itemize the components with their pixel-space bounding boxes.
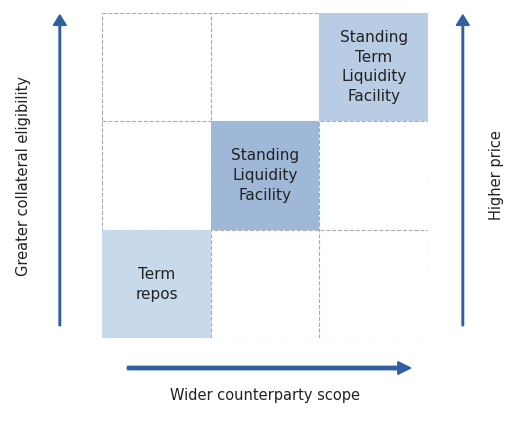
Text: Standing
Term
Liquidity
Facility: Standing Term Liquidity Facility [340,30,408,104]
Text: Higher price: Higher price [489,131,504,220]
Bar [211,121,319,230]
Text: Wider counterparty scope: Wider counterparty scope [170,388,360,403]
Bar [102,230,211,338]
Bar [319,13,428,121]
Text: Greater collateral eligibility: Greater collateral eligibility [16,76,31,275]
Text: Term
repos: Term repos [135,267,178,302]
Text: Standing
Liquidity
Facility: Standing Liquidity Facility [231,148,300,203]
